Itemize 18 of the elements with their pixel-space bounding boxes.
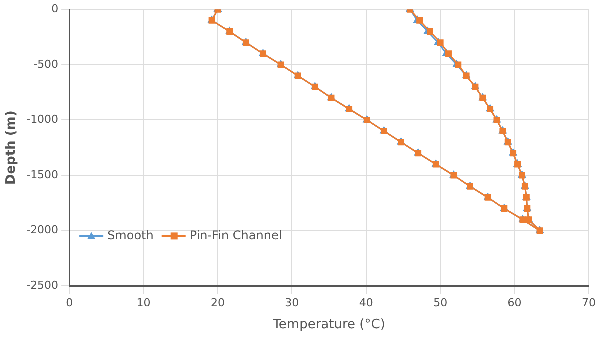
x-tick-label: 40 xyxy=(359,296,374,310)
y-tick-label: -1000 xyxy=(26,113,59,126)
x-tick-label: 30 xyxy=(285,296,300,310)
y-tick-label: -1500 xyxy=(26,168,59,182)
y-tick-label: -2000 xyxy=(26,224,59,237)
x-tick-label: 50 xyxy=(434,296,448,310)
y-tick-label: -2500 xyxy=(26,279,59,292)
x-tick-label: 20 xyxy=(210,296,225,310)
x-tick-label: 60 xyxy=(508,296,522,310)
x-tick-label: 10 xyxy=(136,296,151,310)
y-axis-title: Depth (m) xyxy=(4,110,20,186)
legend-label: Smooth xyxy=(108,228,154,242)
x-axis-title: Temperature (°C) xyxy=(272,318,386,333)
y-tick-label: -500 xyxy=(34,58,59,71)
x-tick-label: 70 xyxy=(582,296,596,310)
legend-label: Pin-Fin Channel xyxy=(190,228,282,242)
y-tick-label: 0 xyxy=(52,2,59,16)
x-tick-label: 0 xyxy=(66,296,74,310)
